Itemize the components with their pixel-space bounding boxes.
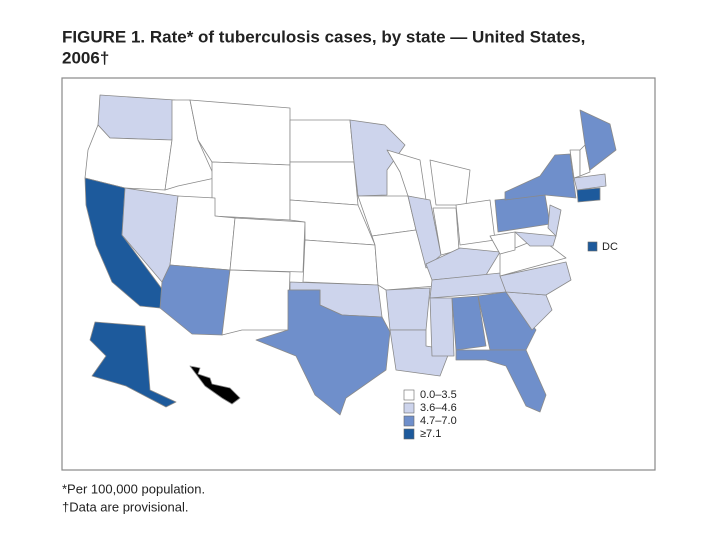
state-region (477, 291, 537, 351)
dc-label: DC (602, 241, 618, 253)
state-region (547, 204, 562, 237)
state-region (289, 161, 359, 206)
state-region (97, 94, 176, 141)
map-frame (61, 77, 656, 471)
legend-swatch (403, 402, 415, 414)
state-region (159, 264, 231, 336)
dc-swatch (587, 241, 598, 252)
title-line: 2006† (62, 48, 109, 67)
state-region (255, 289, 391, 416)
legend-label: 3.6–4.6 (420, 402, 457, 414)
state-region (576, 187, 601, 203)
footnote: †Data are provisional. (62, 499, 188, 514)
legend-label: 4.7–7.0 (420, 415, 457, 427)
state-region (451, 295, 487, 351)
state-region (514, 231, 557, 247)
state-region (494, 194, 551, 233)
legend-label: ≥7.1 (420, 428, 441, 440)
legend-swatch (403, 428, 415, 440)
state-region (579, 109, 617, 171)
state-region (429, 297, 455, 357)
state-region (211, 161, 291, 221)
state-region (84, 124, 173, 191)
state-region (499, 261, 572, 296)
state-region (489, 231, 516, 255)
state-region (349, 119, 406, 197)
state-region (89, 321, 177, 408)
state-region (221, 269, 291, 336)
footnote: *Per 100,000 population. (62, 481, 205, 496)
legend-swatch (403, 415, 415, 427)
state-region (302, 239, 379, 286)
state-region (455, 199, 496, 246)
legend: 0.0–3.53.6–4.64.7–7.0≥7.1 (403, 389, 457, 440)
map: DC (84, 94, 618, 416)
legend-label: 0.0–3.5 (420, 389, 457, 401)
state-region (573, 173, 607, 191)
state-region (425, 247, 501, 281)
state-region (385, 287, 431, 331)
state-region (289, 119, 355, 163)
state-region (386, 149, 427, 201)
legend-swatch (403, 389, 415, 401)
title-line: FIGURE 1. Rate* of tuberculosis cases, b… (62, 27, 585, 46)
state-region (189, 365, 241, 405)
state-region (455, 349, 547, 413)
state-region (579, 144, 591, 177)
state-region (504, 153, 577, 201)
state-region (229, 217, 306, 273)
state-region (429, 159, 471, 206)
